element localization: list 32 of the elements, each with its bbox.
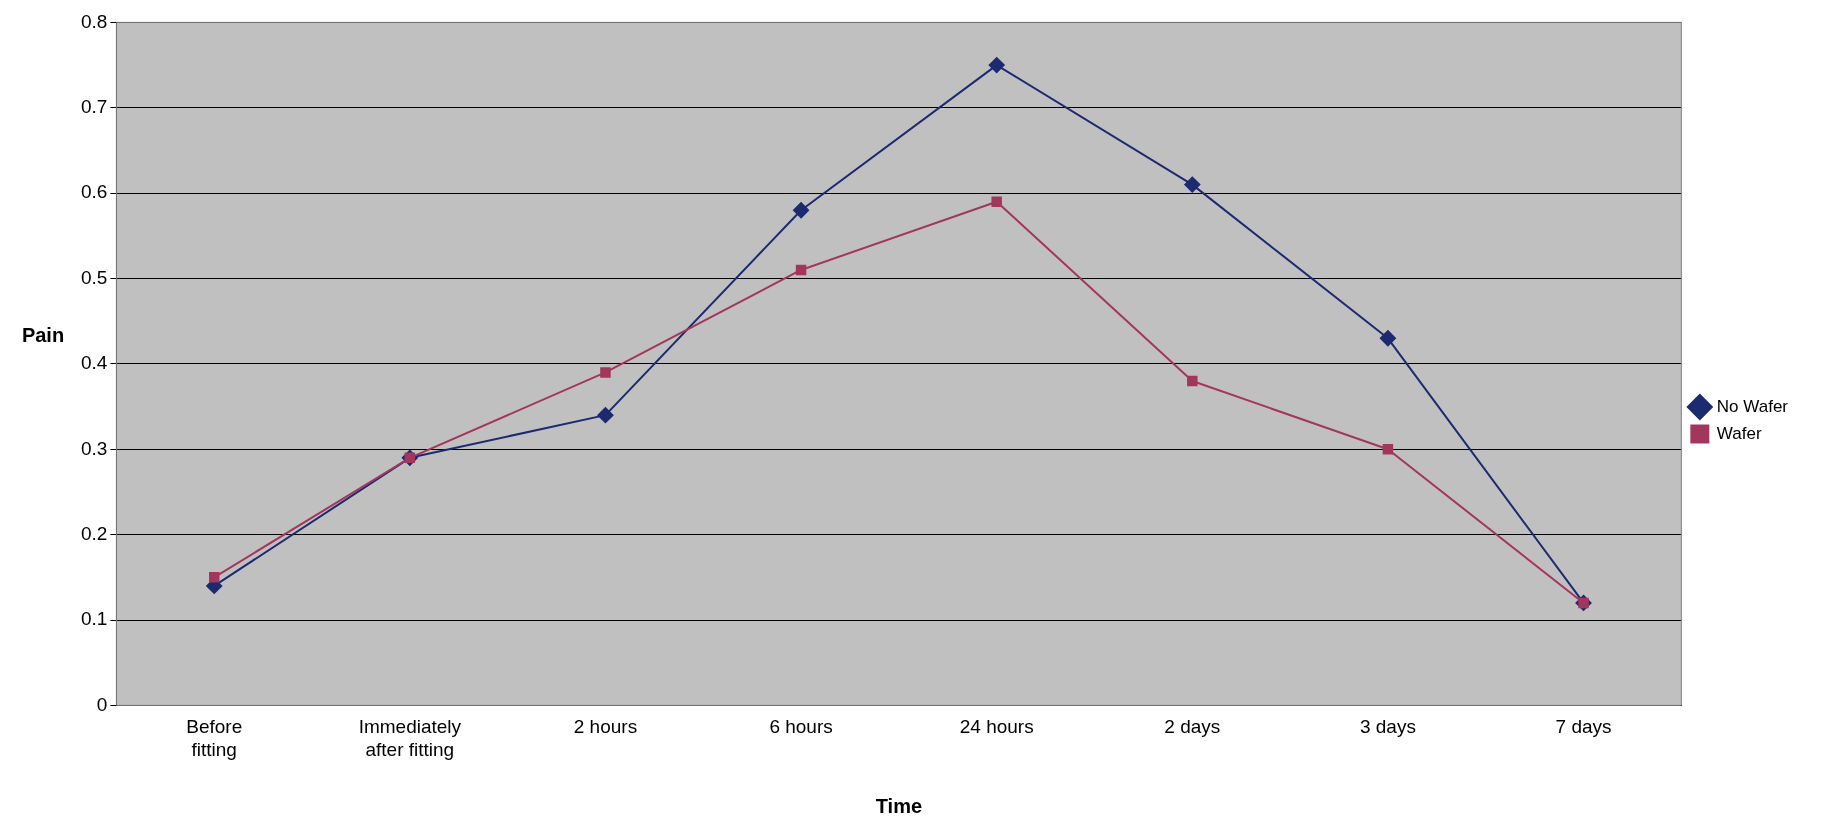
x-tick-label: Immediately after fitting (358, 716, 462, 760)
x-tick-label: 3 days (1359, 716, 1416, 738)
y-tick-label: 0.6 (80, 181, 108, 203)
point (1187, 375, 1198, 387)
legend-label: No Wafer (1716, 396, 1789, 416)
legend-label: Wafer (1716, 423, 1762, 443)
x-axis-title: Time (875, 794, 923, 817)
y-axis-title: Pain (20, 324, 66, 347)
point (208, 572, 220, 583)
y-tick-label: 0.1 (80, 608, 108, 630)
y-tick-label: 0.8 (80, 10, 108, 32)
point (600, 367, 611, 378)
point (991, 196, 1002, 207)
y-tick-label: 0.3 (80, 437, 108, 459)
x-tick-label: 24 hours (959, 716, 1034, 738)
point (1379, 330, 1396, 347)
y-tick-label: 0.7 (80, 96, 108, 118)
point (1184, 176, 1201, 193)
point (795, 264, 807, 276)
x-tick-label: 2 days (1164, 716, 1221, 738)
x-tick-label: 6 hours (769, 716, 833, 738)
point (793, 202, 810, 219)
y-tick-label: 0 (96, 693, 108, 715)
y-tick-label: 0.5 (80, 266, 108, 288)
x-tick-label: 7 days (1555, 716, 1612, 738)
y-tick-label: 0.2 (80, 522, 108, 544)
x-tick-label: Before fitting (186, 716, 243, 760)
point (988, 57, 1005, 74)
point (1382, 444, 1394, 455)
x-tick-label: 2 hours (573, 716, 638, 738)
point (597, 407, 614, 424)
y-tick-label: 0.4 (80, 352, 108, 374)
